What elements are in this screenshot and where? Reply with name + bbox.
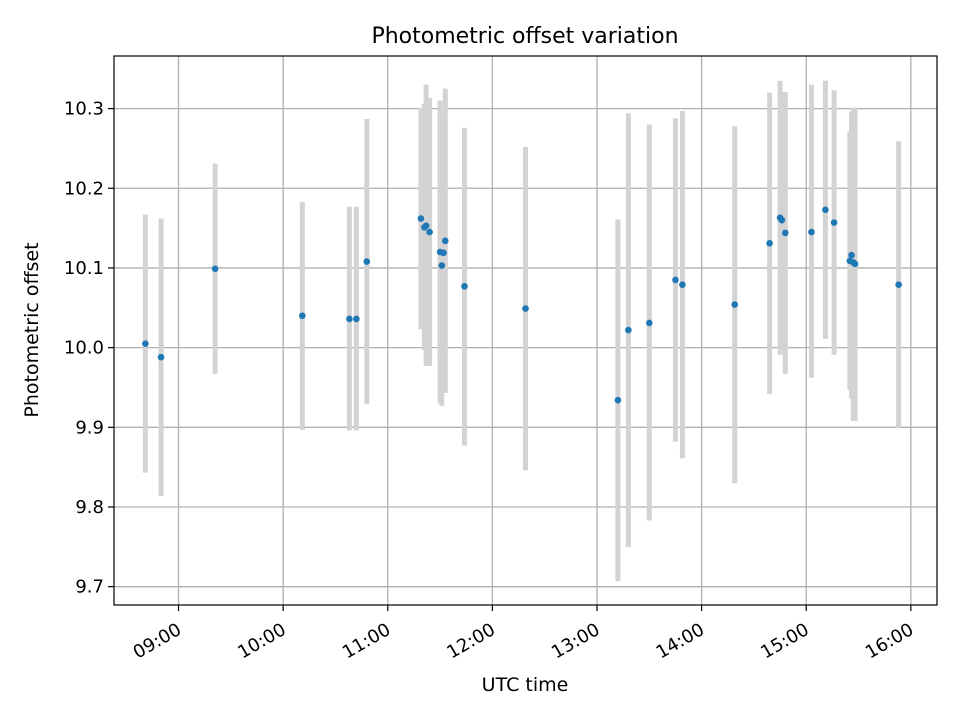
data-point <box>157 353 165 361</box>
data-point <box>830 219 838 226</box>
data-point <box>731 301 739 308</box>
data-point <box>438 262 446 269</box>
data-point <box>778 216 786 224</box>
data-point <box>461 282 468 290</box>
data-point <box>679 281 686 288</box>
data-point <box>353 315 360 323</box>
data-point <box>766 239 773 247</box>
data-point <box>426 228 433 236</box>
data-point <box>672 276 679 284</box>
data-point <box>522 305 529 312</box>
data-point <box>808 228 815 236</box>
data-point <box>782 229 789 237</box>
y-axis-label: Photometric offset <box>21 242 43 417</box>
data-point <box>441 237 449 245</box>
plot-frame <box>113 55 938 606</box>
y-tick-label: 10.1 <box>64 258 104 279</box>
data-point <box>645 319 653 327</box>
data-points <box>142 206 902 404</box>
data-point <box>440 249 447 257</box>
data-point <box>142 340 149 347</box>
y-axis-ticks: 9.7 9.8 9.9 10.0 10.1 10.2 10.3 <box>64 99 114 598</box>
data-point <box>625 326 632 334</box>
data-point <box>417 215 425 222</box>
data-point <box>211 265 219 273</box>
y-tick-label: 10.0 <box>64 338 104 359</box>
data-point <box>422 222 430 230</box>
y-tick-label: 10.2 <box>64 178 104 199</box>
data-point <box>895 281 902 288</box>
data-point <box>299 312 306 320</box>
x-axis-label: UTC time <box>482 674 569 696</box>
data-point <box>851 260 859 268</box>
y-tick-label: 10.3 <box>64 99 104 120</box>
data-point <box>822 206 829 214</box>
y-tick-label: 9.7 <box>75 577 104 598</box>
chart-title: Photometric offset variation <box>371 24 678 49</box>
y-tick-label: 9.9 <box>75 417 104 438</box>
data-point <box>848 251 855 259</box>
data-point <box>346 315 353 323</box>
y-tick-label: 9.8 <box>75 497 104 518</box>
data-point <box>614 396 622 404</box>
data-point <box>363 258 371 265</box>
